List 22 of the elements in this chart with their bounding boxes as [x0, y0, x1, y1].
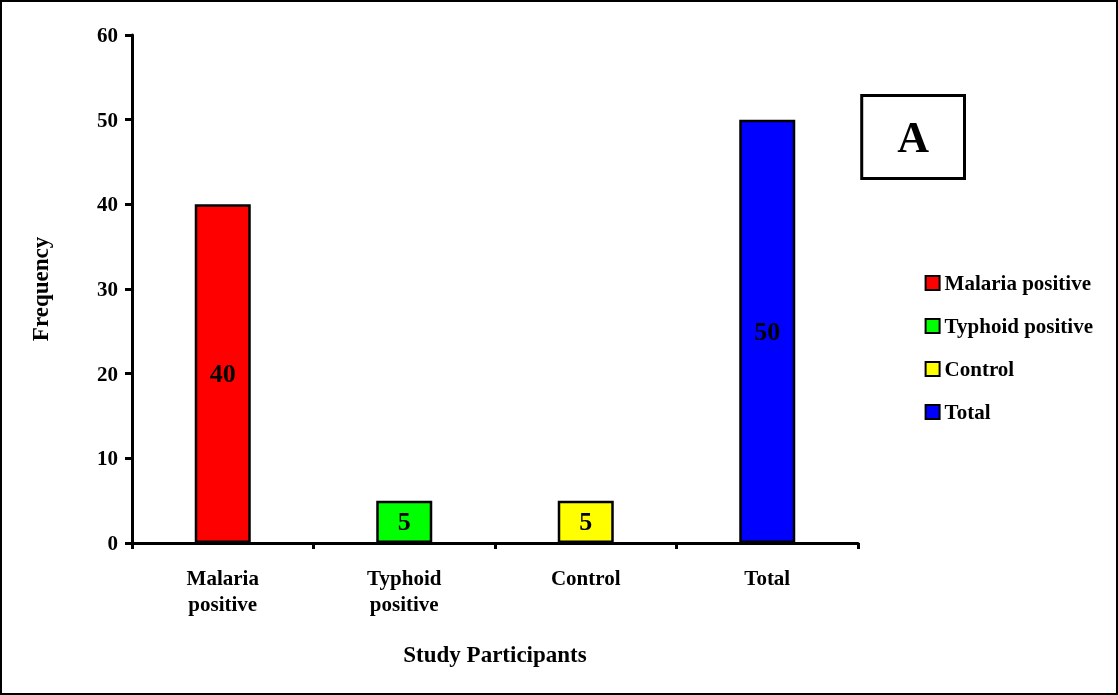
legend-label: Malaria positive	[944, 271, 1091, 295]
y-tick-label: 40	[97, 192, 118, 217]
y-tick-label: 30	[97, 277, 118, 301]
data-label: 50	[754, 316, 781, 346]
x-tick-label: Total	[744, 566, 791, 590]
data-label: 5	[397, 507, 411, 537]
y-tick-label: 60	[97, 23, 118, 47]
x-tick-label: Typhoid positive	[367, 566, 442, 616]
y-tick-label: 0	[107, 531, 118, 555]
y-tick-label: 10	[97, 446, 118, 471]
y-axis-title: Frequency	[28, 236, 53, 342]
data-label: 5	[579, 507, 593, 537]
legend-label: Typhoid positive	[944, 314, 1093, 338]
x-tick-label: Malaria positive	[186, 566, 260, 616]
x-axis-title: Study Participants	[403, 642, 587, 667]
legend-label: Control	[944, 357, 1015, 381]
y-tick-label: 20	[97, 361, 118, 386]
x-tick-label: Control	[550, 566, 621, 590]
text: A	[897, 112, 930, 162]
data-label: 40	[209, 359, 236, 389]
legend-label: Total	[944, 400, 991, 424]
y-tick-label: 50	[97, 107, 118, 132]
